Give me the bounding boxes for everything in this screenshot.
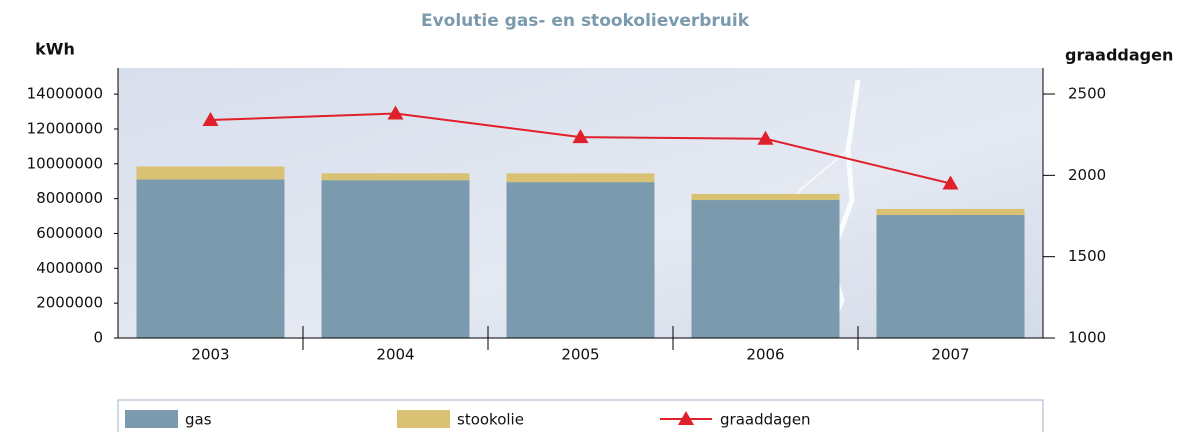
y-tick-label: 0	[93, 329, 103, 347]
legend-swatch	[397, 410, 450, 428]
legend-swatch	[125, 410, 178, 428]
x-tick-label: 2003	[191, 346, 229, 364]
y-axis-label: kWh	[35, 40, 75, 59]
y2-tick-label: 1000	[1068, 329, 1106, 347]
bar	[137, 166, 285, 179]
legend-label: graaddagen	[720, 411, 811, 429]
y-tick-label: 4000000	[36, 259, 103, 277]
bar	[322, 180, 470, 338]
y2-tick-label: 2500	[1068, 85, 1106, 103]
y-tick-label: 14000000	[27, 85, 103, 103]
bar	[507, 182, 655, 338]
chart-title: Evolutie gas- en stookolieverbruik	[421, 11, 750, 31]
y2-tick-label: 1500	[1068, 247, 1106, 265]
legend-label: gas	[185, 411, 212, 429]
page: {"chart_data": {"type": "bar", "title": …	[0, 0, 1202, 432]
legend	[118, 400, 1043, 432]
y2-tick-label: 2000	[1068, 166, 1106, 184]
chart: Evolutie gas- en stookolieverbruik kWh g…	[0, 0, 1202, 432]
x-tick-label: 2006	[746, 346, 784, 364]
bar	[877, 215, 1025, 338]
y-tick-label: 6000000	[36, 224, 103, 242]
x-tick-label: 2004	[376, 346, 414, 364]
x-tick-label: 2007	[931, 346, 969, 364]
bar	[692, 194, 840, 200]
legend-label: stookolie	[457, 411, 524, 429]
y2-axis-label: graaddagen	[1065, 46, 1173, 65]
y-tick-label: 2000000	[36, 294, 103, 312]
bar	[137, 179, 285, 338]
bar	[692, 200, 840, 338]
bar	[507, 173, 655, 182]
bar	[322, 173, 470, 180]
y-tick-label: 8000000	[36, 189, 103, 207]
bar	[877, 209, 1025, 215]
x-tick-label: 2005	[561, 346, 599, 364]
y-tick-label: 12000000	[27, 119, 103, 137]
y-tick-label: 10000000	[27, 154, 103, 172]
